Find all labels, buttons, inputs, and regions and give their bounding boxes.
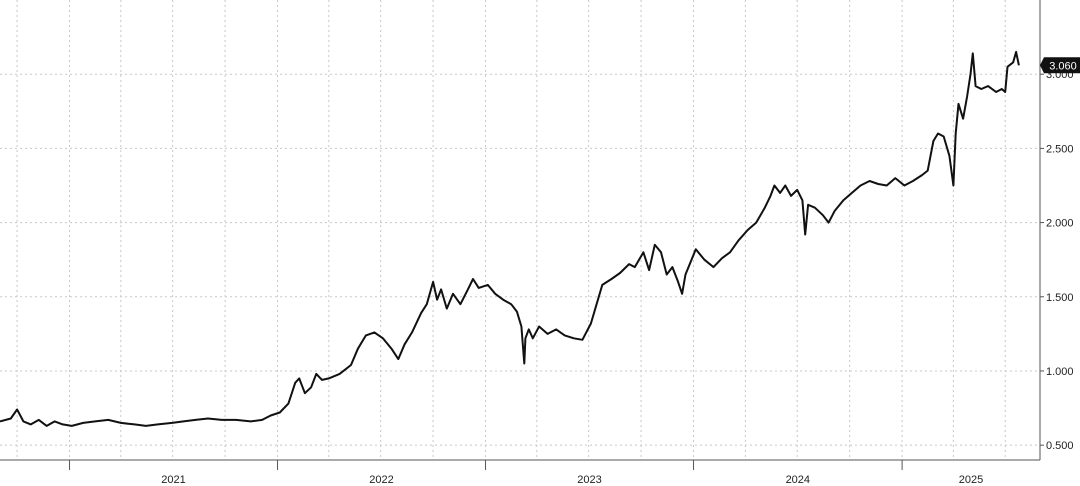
y-tick-label: 1.500 xyxy=(1046,292,1074,304)
x-axis-ticks: 2021 2022 2023 2024 2025 xyxy=(69,460,983,486)
x-tick-label: 2024 xyxy=(786,474,810,486)
last-value-label: 3.060 xyxy=(1049,60,1077,72)
y-tick-label: 2.500 xyxy=(1046,143,1074,155)
last-value-badge-shape xyxy=(1040,57,1080,74)
x-tick-label: 2025 xyxy=(959,474,983,486)
y-tick-label: 0.500 xyxy=(1046,440,1074,452)
series-layer xyxy=(0,50,1020,427)
x-tick-label: 2021 xyxy=(161,474,185,486)
x-tick-label: 2023 xyxy=(577,474,601,486)
series-line xyxy=(0,50,1020,427)
y-tick-label: 2.000 xyxy=(1046,218,1074,230)
x-tick-label: 2022 xyxy=(369,474,393,486)
last-value-badge: 3.060 xyxy=(1040,57,1080,74)
grid-layer xyxy=(0,0,1040,460)
y-tick-label: 1.000 xyxy=(1046,366,1074,378)
